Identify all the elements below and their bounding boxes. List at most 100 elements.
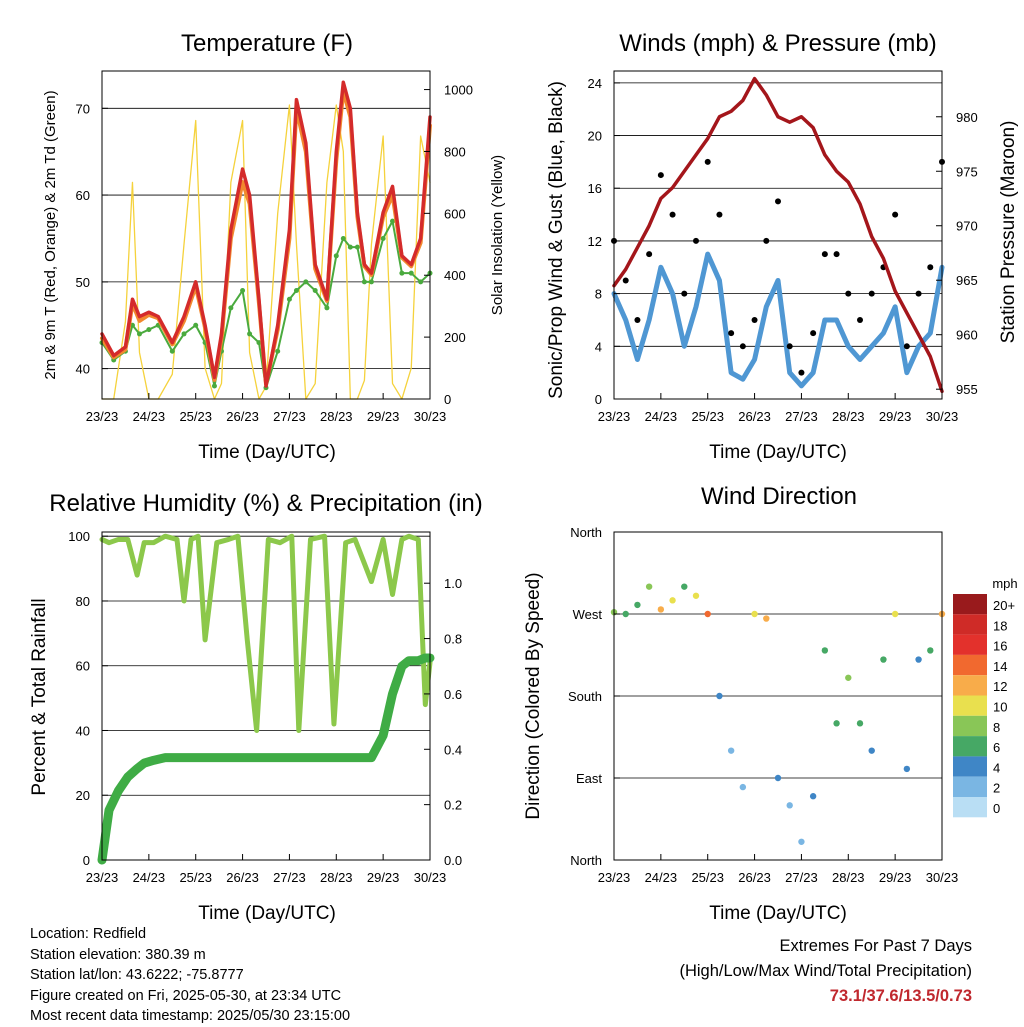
wind-direction-point [891, 610, 899, 618]
x-tick-label: 25/23 [691, 870, 724, 885]
dewpoint-point [340, 235, 346, 241]
x-tick-label: 24/23 [645, 870, 678, 885]
y-tick-label: 60 [76, 659, 90, 674]
station-location: Location: Redfield [30, 926, 147, 942]
dewpoint-point [146, 327, 152, 333]
x-tick-label: 26/23 [226, 870, 259, 885]
wind-direction-point [716, 692, 723, 700]
temp-2m-line [100, 80, 432, 388]
winds-x-axis-label: Time (Day/UTC) [709, 442, 847, 463]
y-tick-label: 16 [588, 181, 602, 196]
x-tick-label: 24/23 [645, 409, 678, 424]
temperature-right-axis-label: Solar Insolation (Yellow) [489, 155, 506, 315]
legend-label: 16 [993, 639, 1007, 654]
y-tick-label: North [570, 853, 602, 868]
y-tick-label: 20 [76, 788, 90, 803]
legend-swatch [953, 675, 987, 696]
wind-direction-point [868, 747, 875, 754]
dewpoint-point [324, 305, 330, 311]
y-tick-label: 12 [588, 234, 602, 249]
total-rainfall-line [97, 653, 435, 865]
wind-speed-legend: mph 20+ 18 16 14 12 10 8 6 4 2 0 [953, 576, 1018, 818]
y-tick-label: 0.0 [444, 853, 462, 868]
gust-point [927, 264, 934, 271]
legend-swatch [953, 756, 987, 777]
temperature-x-axis-label: Time (Day/UTC) [198, 442, 336, 463]
y-tick-label: 8 [595, 287, 602, 302]
dewpoint-point [256, 340, 262, 346]
wind-direction-point [880, 656, 887, 663]
panel-winds-pressure: Winds (mph) & Pressure (mb) 04812162024 … [546, 30, 1019, 463]
gust-point [845, 290, 852, 297]
humidity-series [97, 533, 435, 865]
y-tick-label: 1.0 [444, 576, 462, 591]
dewpoint-point [312, 288, 318, 294]
temperature-x-ticks: 23/23 24/23 25/23 26/23 27/23 28/23 29/23 30/23 [86, 393, 446, 424]
gust-point [786, 343, 793, 350]
legend-label: 18 [993, 618, 1007, 633]
humidity-left-ticks: 0 20 40 60 80 100 [68, 529, 108, 868]
x-tick-label: 26/23 [738, 409, 771, 424]
temperature-left-axis-label: 2m & 9m T (Red, Orange) & 2m Td (Green) [42, 90, 59, 379]
y-tick-label: 960 [956, 328, 978, 343]
gust-point [622, 277, 629, 284]
y-tick-label: 1000 [444, 83, 473, 98]
wind-direction-point [727, 747, 735, 754]
gust-point [857, 316, 863, 323]
wind-direction-point [903, 765, 911, 773]
x-tick-label: 30/23 [926, 409, 959, 424]
y-tick-label: 20 [588, 129, 602, 144]
y-tick-label: 0.8 [444, 632, 462, 647]
y-tick-label: 965 [956, 273, 978, 288]
x-tick-label: 23/23 [86, 870, 119, 885]
gust-point [892, 211, 899, 218]
gust-point [915, 290, 922, 297]
y-tick-label: 0.6 [444, 687, 462, 702]
x-tick-label: 27/23 [785, 870, 818, 885]
x-tick-label: 29/23 [879, 409, 912, 424]
y-tick-label: 40 [76, 362, 90, 377]
x-tick-label: 25/23 [691, 409, 724, 424]
station-latlon: Station lat/lon: 43.6222; -75.8777 [30, 967, 244, 983]
winds-left-ticks: 0 4 8 12 16 20 24 [588, 76, 620, 407]
gust-point [903, 343, 910, 350]
gust-point [634, 316, 641, 323]
x-tick-label: 29/23 [367, 409, 400, 424]
temperature-right-ticks: 0 200 400 600 800 1000 [424, 83, 473, 407]
wind-direction-series [610, 583, 946, 845]
gust-point [669, 211, 676, 218]
wind-direction-point [751, 610, 758, 618]
legend-label: 0 [993, 801, 1000, 816]
humidity-right-ticks: 0.0 0.2 0.4 0.6 0.8 1.0 [424, 576, 462, 868]
dewpoint-point [390, 218, 396, 224]
wind-direction-point [856, 720, 864, 727]
dewpoint-point [347, 244, 353, 250]
y-tick-label: East [576, 771, 602, 786]
extremes-heading: Extremes For Past 7 Days [779, 937, 972, 955]
gust-point [739, 343, 746, 350]
humidity-gridlines [102, 535, 430, 861]
legend-swatch [953, 614, 987, 635]
gust-point [775, 198, 781, 205]
legend-label: 6 [993, 740, 1000, 755]
legend-title: mph [992, 576, 1017, 591]
wind-direction-point [786, 802, 793, 809]
gust-point [751, 316, 758, 323]
wind-direction-point [798, 838, 805, 845]
temperature-series [99, 80, 433, 400]
winds-right-ticks: 955 960 965 970 975 980 [936, 110, 978, 397]
dewpoint-point [380, 235, 386, 241]
dewpoint-point [275, 348, 281, 354]
x-tick-label: 28/23 [832, 409, 865, 424]
y-tick-label: South [568, 689, 602, 704]
y-tick-label: 70 [76, 101, 90, 116]
dewpoint-point [286, 296, 292, 302]
y-tick-label: 0.2 [444, 798, 462, 813]
recent-timestamp: Most recent data timestamp: 2025/05/30 2… [30, 1008, 351, 1024]
x-tick-label: 30/23 [926, 870, 959, 885]
x-tick-label: 23/23 [598, 409, 631, 424]
wind-direction-point [833, 720, 840, 727]
gust-point [763, 237, 770, 244]
y-tick-label: 955 [956, 382, 978, 397]
